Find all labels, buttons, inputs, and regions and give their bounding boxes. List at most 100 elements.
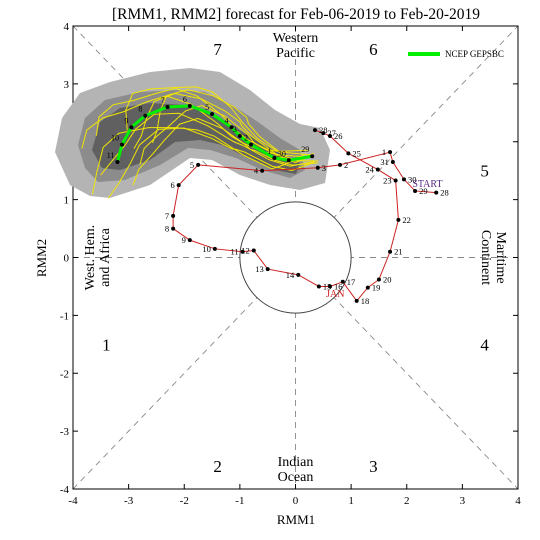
- forecast-day-label: 7: [161, 96, 165, 105]
- region-label-left-2: and Africa: [98, 227, 113, 286]
- x-tick-label: -2: [180, 495, 189, 507]
- forecast-point: [143, 113, 148, 118]
- observed-point: [327, 284, 332, 289]
- forecast-point: [272, 155, 277, 160]
- phase-number: 5: [480, 162, 489, 181]
- observed-point: [212, 246, 217, 251]
- x-tick-label: 3: [460, 495, 466, 507]
- x-tick-label: 1: [348, 495, 354, 507]
- ensemble-member-line: [125, 86, 310, 152]
- observed-day-label: 7: [165, 211, 169, 221]
- observed-point: [187, 238, 192, 243]
- observed-point: [340, 279, 345, 284]
- observed-day-label: 30: [408, 174, 417, 184]
- observed-point: [365, 285, 370, 290]
- observed-point: [316, 284, 321, 289]
- forecast-day-label: 10: [111, 134, 119, 143]
- observed-day-label: 2: [344, 160, 348, 170]
- observed-day-label: 26: [334, 131, 343, 141]
- observed-point: [375, 167, 380, 172]
- forecast-day-label: 9: [124, 116, 128, 125]
- forecast-day-label: 2: [244, 134, 248, 143]
- observed-day-label: 18: [361, 296, 370, 306]
- forecast-day-label: 3: [233, 125, 237, 134]
- observed-day-label: 19: [372, 283, 381, 293]
- observed-point: [396, 217, 401, 222]
- observed-point: [312, 128, 317, 133]
- forecast-point: [229, 125, 234, 130]
- observed-day-label: 25: [352, 148, 361, 158]
- observed-point: [354, 298, 359, 303]
- observed-point: [327, 133, 332, 138]
- observed-day-label: 23: [383, 176, 392, 186]
- annotation-jan: JAN: [326, 289, 344, 300]
- region-label-top-1: Western: [273, 31, 319, 46]
- forecast-point: [310, 154, 315, 159]
- observed-point: [388, 249, 393, 254]
- forecast-point: [210, 111, 215, 116]
- region-label-left-1: West. Hem.: [83, 225, 98, 290]
- observed-day-label: 11: [230, 247, 238, 257]
- forecast-point: [237, 133, 242, 138]
- forecast-day-label: 11: [107, 151, 115, 160]
- observed-point: [251, 248, 256, 253]
- y-axis-label: RMM2: [34, 239, 49, 277]
- ensemble-member-line: [92, 127, 306, 195]
- forecast-day-label: 1: [267, 147, 271, 156]
- forecast-point: [286, 158, 291, 163]
- observed-point: [171, 226, 176, 231]
- y-tick-label: 1: [64, 195, 70, 207]
- region-label-bottom-2: Ocean: [278, 470, 314, 485]
- x-axis-label: RMM1: [277, 512, 315, 527]
- observed-point: [388, 150, 393, 155]
- observed-point: [296, 272, 301, 277]
- observed-day-label: 3: [322, 163, 326, 173]
- observed-point: [413, 188, 418, 193]
- legend: NCEP GEPSBC: [408, 49, 504, 59]
- x-tick-label: 2: [404, 495, 410, 507]
- observed-day-label: 4: [254, 166, 259, 176]
- region-label-bottom-1: Indian: [278, 455, 314, 470]
- observed-day-label: 17: [347, 277, 356, 287]
- observed-point: [393, 178, 398, 183]
- ensemble-member-line: [107, 127, 315, 199]
- forecast-point: [115, 160, 120, 165]
- observed-point: [390, 160, 395, 165]
- region-label-top-2: Pacific: [276, 46, 315, 61]
- observed-point: [265, 267, 270, 272]
- x-tick-label: 4: [515, 495, 521, 507]
- y-tick-label: 4: [64, 21, 70, 33]
- phase-number: 6: [369, 40, 378, 59]
- plume-inner: [92, 103, 300, 174]
- observed-point: [171, 213, 176, 218]
- x-tick-label: -4: [68, 495, 78, 507]
- forecast-day-label: 4: [225, 116, 229, 125]
- region-label-right-1: Maritime: [493, 231, 508, 283]
- x-tick-label: -1: [235, 495, 244, 507]
- forecast-day-label: 6: [183, 95, 187, 104]
- observed-point: [176, 183, 181, 188]
- y-tick-label: 3: [64, 79, 70, 91]
- observed-day-label: 21: [394, 247, 403, 257]
- legend-label: NCEP GEPSBC: [445, 49, 504, 59]
- observed-point: [196, 162, 201, 167]
- phase-number: 2: [213, 457, 222, 476]
- observed-day-label: 8: [165, 224, 169, 234]
- forecast-point: [249, 142, 253, 147]
- chart-title: [RMM1, RMM2] forecast for Feb-06-2019 to…: [112, 6, 480, 23]
- forecast-point: [165, 105, 170, 110]
- observed-day-label: 16: [334, 281, 343, 291]
- ensemble-member-line: [100, 112, 316, 176]
- observed-day-label: 24: [365, 165, 374, 175]
- observed-day-label: 9: [182, 235, 186, 245]
- forecast-point: [129, 125, 134, 130]
- forecast-day-label: 30: [278, 149, 286, 158]
- observed-day-label: 31: [380, 157, 389, 167]
- observed-point: [240, 249, 245, 254]
- forecast-point: [187, 103, 192, 108]
- observed-day-label: 20: [383, 274, 392, 284]
- observed-day-label: 27: [327, 128, 336, 138]
- unit-circle: [239, 201, 352, 314]
- observed-point: [434, 190, 439, 195]
